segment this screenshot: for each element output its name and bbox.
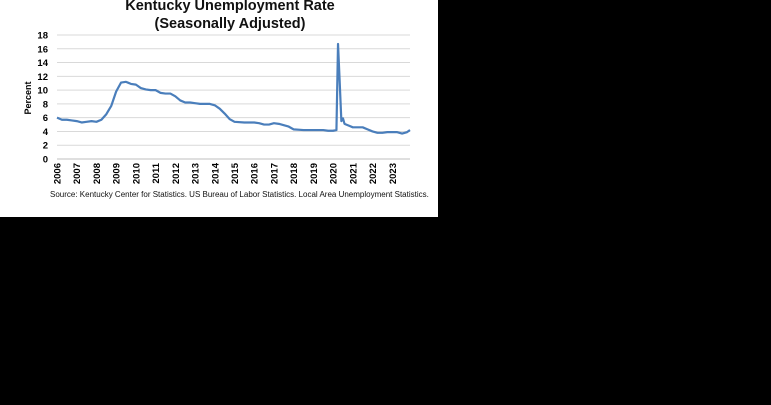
x-tick-label: 2016 [250, 163, 261, 184]
x-tick-label: 2008 [92, 163, 103, 184]
y-axis-ticks: 0 2 4 6 8 10 12 14 16 18 [37, 31, 48, 166]
y-tick-label: 12 [37, 72, 48, 83]
x-tick-label: 2023 [388, 163, 399, 184]
source-note: Source: Kentucky Center for Statistics. … [50, 190, 429, 199]
chart-panel: Kentucky Unemployment Rate (Seasonally A… [0, 0, 438, 217]
x-tick-label: 2012 [171, 163, 182, 184]
y-tick-label: 18 [37, 31, 48, 42]
x-tick-label: 2020 [329, 163, 340, 184]
y-tick-label: 8 [43, 99, 48, 110]
y-axis-label: Percent [23, 81, 33, 114]
y-tick-label: 6 [43, 113, 48, 124]
x-tick-label: 2022 [368, 163, 379, 184]
y-tick-label: 0 [43, 155, 48, 166]
y-tick-label: 4 [43, 127, 49, 138]
x-tick-label: 2010 [131, 163, 142, 184]
y-tick-label: 10 [37, 86, 48, 97]
x-tick-label: 2011 [151, 162, 162, 183]
chart-title: Kentucky Unemployment Rate [125, 0, 335, 14]
x-tick-label: 2014 [210, 162, 221, 184]
x-tick-label: 2007 [72, 163, 83, 184]
x-tick-label: 2018 [289, 163, 300, 184]
x-tick-label: 2021 [348, 162, 359, 184]
x-axis-ticks: 2006 2007 2008 2009 2010 2011 2012 2013 2014 2015… [53, 162, 399, 184]
x-tick-label: 2015 [230, 162, 241, 184]
grid-lines [57, 34, 410, 146]
x-tick-label: 2017 [269, 163, 280, 184]
series-line [56, 42, 411, 135]
x-tick-label: 2013 [191, 163, 202, 184]
y-tick-label: 16 [37, 44, 48, 55]
x-tick-label: 2019 [309, 163, 320, 184]
chart-subtitle: (Seasonally Adjusted) [155, 16, 306, 32]
y-tick-label: 14 [37, 58, 48, 69]
y-tick-label: 2 [43, 141, 48, 152]
x-tick-label: 2009 [112, 163, 123, 184]
x-tick-label: 2006 [53, 163, 64, 184]
unemployment-chart: Kentucky Unemployment Rate (Seasonally A… [23, 0, 411, 184]
